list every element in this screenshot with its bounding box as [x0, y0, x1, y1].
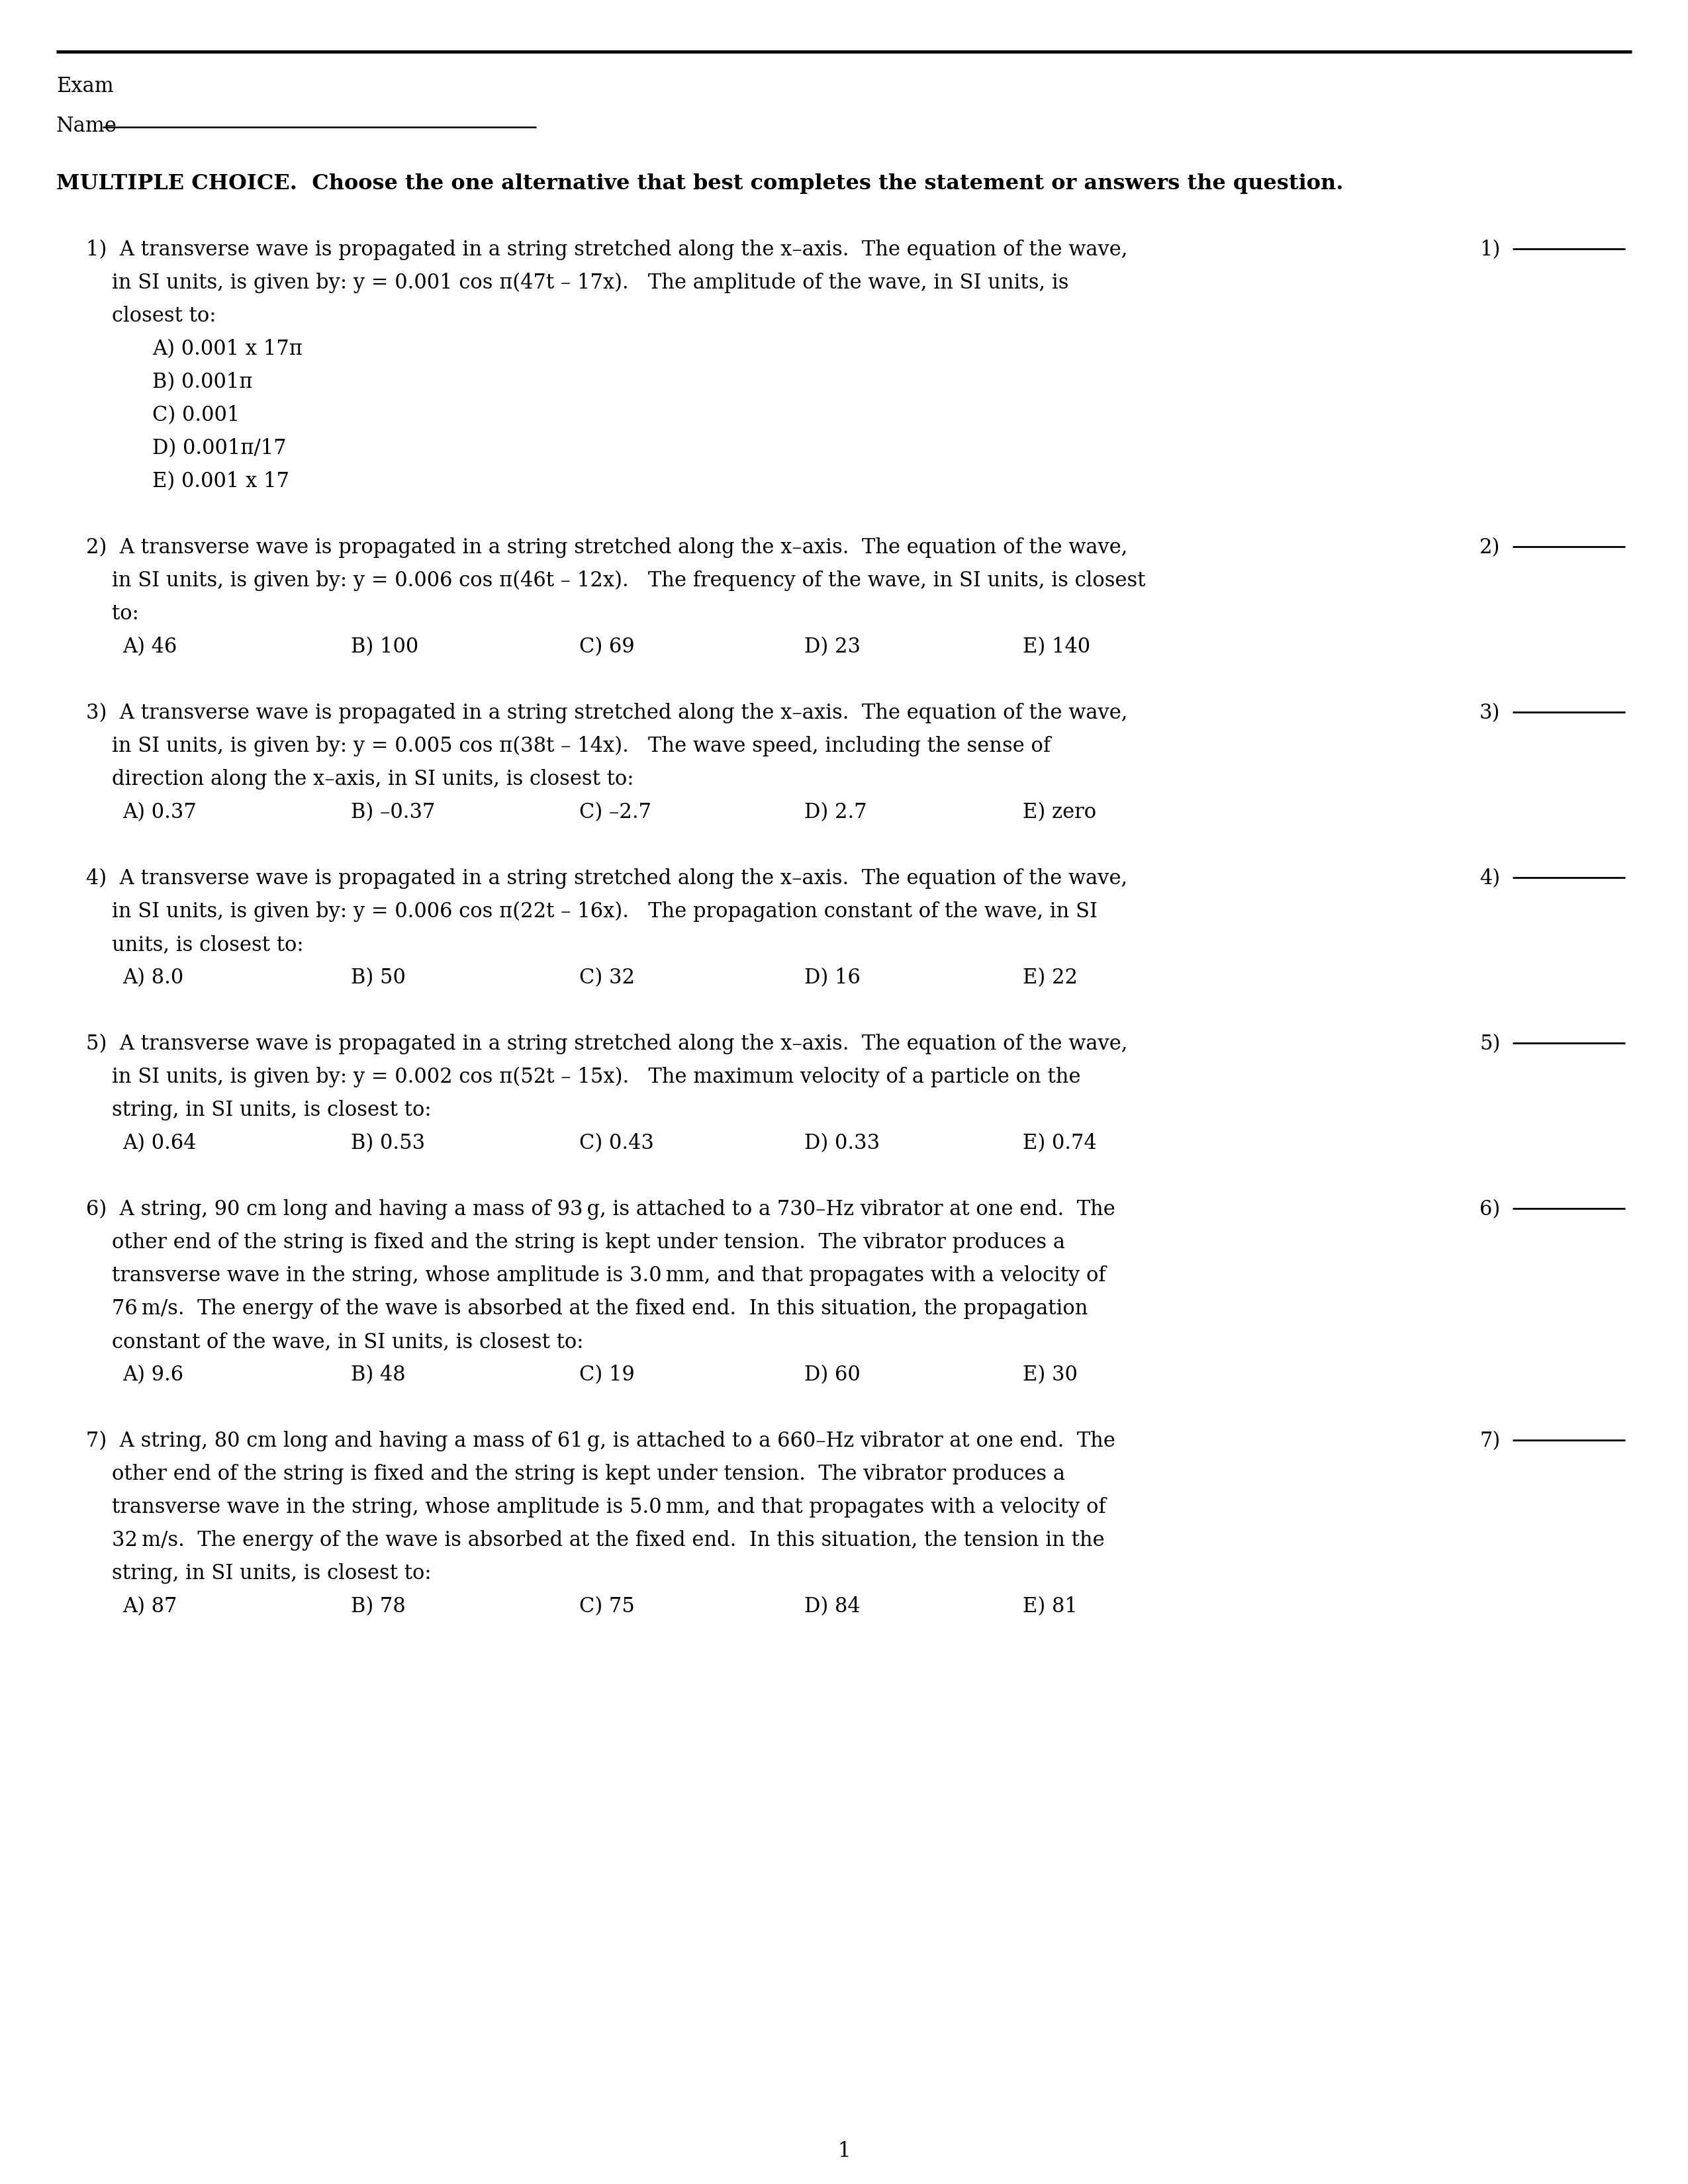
Text: closest to:: closest to:	[86, 306, 216, 325]
Text: 32 m/s.  The energy of the wave is absorbed at the fixed end.  In this situation: 32 m/s. The energy of the wave is absorb…	[86, 1531, 1104, 1551]
Text: 4): 4)	[1479, 869, 1501, 889]
Text: 4)  A transverse wave is propagated in a string stretched along the x–axis.  The: 4) A transverse wave is propagated in a …	[86, 869, 1128, 889]
Text: 1): 1)	[1479, 240, 1501, 260]
Text: C) 75: C) 75	[579, 1597, 635, 1616]
Text: D) 84: D) 84	[803, 1597, 861, 1616]
Text: in SI units, is given by: y = 0.006 cos π(46t – 12x).   The frequency of the wav: in SI units, is given by: y = 0.006 cos …	[86, 570, 1146, 592]
Text: other end of the string is fixed and the string is kept under tension.  The vibr: other end of the string is fixed and the…	[86, 1232, 1065, 1254]
Text: string, in SI units, is closest to:: string, in SI units, is closest to:	[86, 1101, 432, 1120]
Text: to:: to:	[86, 603, 138, 625]
Text: D) 0.001π/17: D) 0.001π/17	[152, 439, 287, 459]
Text: B) 50: B) 50	[351, 968, 405, 987]
Text: 3)  A transverse wave is propagated in a string stretched along the x–axis.  The: 3) A transverse wave is propagated in a …	[86, 703, 1128, 723]
Text: C) 0.001: C) 0.001	[152, 404, 240, 426]
Text: 6)  A string, 90 cm long and having a mass of 93 g, is attached to a 730–Hz vibr: 6) A string, 90 cm long and having a mas…	[86, 1199, 1116, 1221]
Text: A) 8.0: A) 8.0	[123, 968, 184, 987]
Text: A) 46: A) 46	[123, 638, 177, 657]
Text: 5)  A transverse wave is propagated in a string stretched along the x–axis.  The: 5) A transverse wave is propagated in a …	[86, 1033, 1128, 1055]
Text: Exam: Exam	[56, 76, 113, 96]
Text: A) 0.37: A) 0.37	[123, 802, 196, 823]
Text: A) 0.64: A) 0.64	[123, 1133, 196, 1153]
Text: constant of the wave, in SI units, is closest to:: constant of the wave, in SI units, is cl…	[86, 1332, 584, 1352]
Text: 2)  A transverse wave is propagated in a string stretched along the x–axis.  The: 2) A transverse wave is propagated in a …	[86, 537, 1128, 559]
Text: D) 16: D) 16	[803, 968, 861, 987]
Text: E) 30: E) 30	[1023, 1365, 1077, 1385]
Text: in SI units, is given by: y = 0.005 cos π(38t – 14x).   The wave speed, includin: in SI units, is given by: y = 0.005 cos …	[86, 736, 1050, 756]
Text: 1: 1	[837, 2140, 851, 2162]
Text: C) 19: C) 19	[579, 1365, 635, 1385]
Text: 6): 6)	[1479, 1199, 1501, 1219]
Text: 7)  A string, 80 cm long and having a mass of 61 g, is attached to a 660–Hz vibr: 7) A string, 80 cm long and having a mas…	[86, 1431, 1116, 1452]
Text: C) 32: C) 32	[579, 968, 635, 987]
Text: in SI units, is given by: y = 0.006 cos π(22t – 16x).   The propagation constant: in SI units, is given by: y = 0.006 cos …	[86, 902, 1097, 922]
Text: transverse wave in the string, whose amplitude is 3.0 mm, and that propagates wi: transverse wave in the string, whose amp…	[86, 1265, 1106, 1286]
Text: D) 23: D) 23	[803, 638, 861, 657]
Text: 76 m/s.  The energy of the wave is absorbed at the fixed end.  In this situation: 76 m/s. The energy of the wave is absorb…	[86, 1299, 1089, 1319]
Text: in SI units, is given by: y = 0.001 cos π(47t – 17x).   The amplitude of the wav: in SI units, is given by: y = 0.001 cos …	[86, 273, 1069, 293]
Text: 2): 2)	[1479, 537, 1501, 557]
Text: D) 60: D) 60	[803, 1365, 861, 1385]
Text: B) 0.001π: B) 0.001π	[152, 371, 253, 393]
Text: B) 78: B) 78	[351, 1597, 405, 1616]
Text: 1)  A transverse wave is propagated in a string stretched along the x–axis.  The: 1) A transverse wave is propagated in a …	[86, 240, 1128, 260]
Text: 7): 7)	[1479, 1431, 1501, 1452]
Text: 3): 3)	[1479, 703, 1501, 723]
Text: units, is closest to:: units, is closest to:	[86, 935, 304, 954]
Text: B) 48: B) 48	[351, 1365, 405, 1385]
Text: B) 0.53: B) 0.53	[351, 1133, 425, 1153]
Text: D) 2.7: D) 2.7	[803, 802, 868, 823]
Text: E) 140: E) 140	[1023, 638, 1090, 657]
Text: E) 22: E) 22	[1023, 968, 1077, 987]
Text: D) 0.33: D) 0.33	[803, 1133, 879, 1153]
Text: direction along the x–axis, in SI units, is closest to:: direction along the x–axis, in SI units,…	[86, 769, 633, 791]
Text: C) –2.7: C) –2.7	[579, 802, 652, 823]
Text: E) 0.001 x 17: E) 0.001 x 17	[152, 472, 289, 491]
Text: E) 0.74: E) 0.74	[1023, 1133, 1097, 1153]
Text: B) –0.37: B) –0.37	[351, 802, 436, 823]
Text: string, in SI units, is closest to:: string, in SI units, is closest to:	[86, 1564, 432, 1583]
Text: A) 87: A) 87	[123, 1597, 177, 1616]
Text: B) 100: B) 100	[351, 638, 419, 657]
Text: in SI units, is given by: y = 0.002 cos π(52t – 15x).   The maximum velocity of : in SI units, is given by: y = 0.002 cos …	[86, 1066, 1080, 1088]
Text: C) 0.43: C) 0.43	[579, 1133, 653, 1153]
Text: Name: Name	[56, 116, 116, 135]
Text: other end of the string is fixed and the string is kept under tension.  The vibr: other end of the string is fixed and the…	[86, 1463, 1065, 1485]
Text: C) 69: C) 69	[579, 638, 635, 657]
Text: E) 81: E) 81	[1023, 1597, 1077, 1616]
Text: transverse wave in the string, whose amplitude is 5.0 mm, and that propagates wi: transverse wave in the string, whose amp…	[86, 1496, 1106, 1518]
Text: A) 0.001 x 17π: A) 0.001 x 17π	[152, 339, 302, 360]
Text: MULTIPLE CHOICE.  Choose the one alternative that best completes the statement o: MULTIPLE CHOICE. Choose the one alternat…	[56, 173, 1344, 194]
Text: A) 9.6: A) 9.6	[123, 1365, 184, 1385]
Text: 5): 5)	[1479, 1033, 1501, 1055]
Text: E) zero: E) zero	[1023, 802, 1096, 823]
